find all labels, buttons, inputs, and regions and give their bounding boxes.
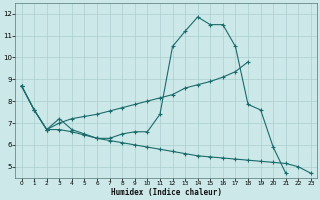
X-axis label: Humidex (Indice chaleur): Humidex (Indice chaleur) [111, 188, 222, 197]
